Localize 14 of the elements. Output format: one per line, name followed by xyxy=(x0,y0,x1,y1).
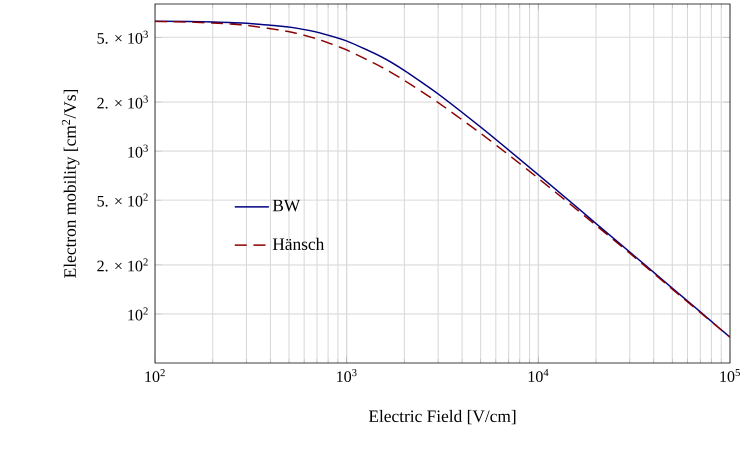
y-tick-label: 2. × 10$^{2}$ xyxy=(97,258,148,272)
y-tick-label: 10$^{3}$ xyxy=(128,144,148,158)
legend-label: BW xyxy=(272,200,300,212)
x-tick-label: 10$^{3}$ xyxy=(337,369,357,382)
x-tick-label: 10$^{5}$ xyxy=(720,369,740,382)
y-tick-label: 5. × 10$^{2}$ xyxy=(98,194,148,207)
y-tick-label: 10$^{2}$ xyxy=(128,307,148,320)
x-axis-title: Electric Field [V/cm] xyxy=(368,410,516,424)
x-tick-label: 10$^{2}$ xyxy=(145,369,165,382)
y-axis-title: Electron mobility [cm$^{2}$/Vs] xyxy=(62,90,80,278)
y-tick-label: 5. × 10$^{3}$ xyxy=(98,30,148,44)
y-tick-label: 2. × 10$^{3}$ xyxy=(97,96,148,109)
x-tick-label: 10$^{4}$ xyxy=(528,369,549,382)
legend-label: Hänsch xyxy=(272,238,324,250)
